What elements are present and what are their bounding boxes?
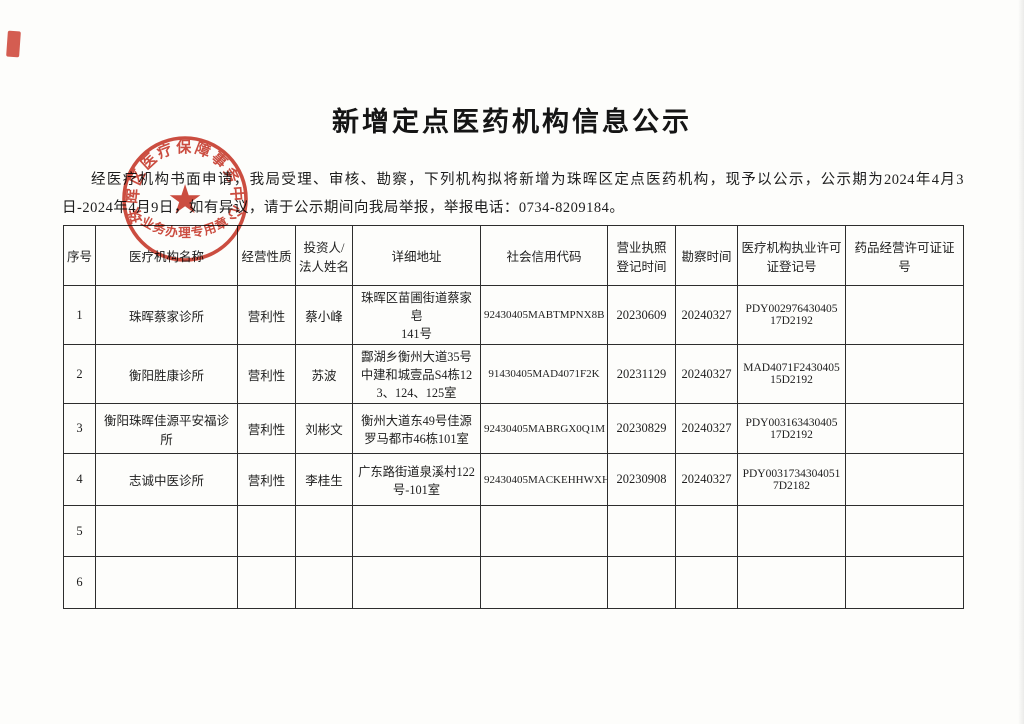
- license-reg-time: [607, 556, 676, 609]
- drug-license-no: [845, 285, 964, 345]
- table-header-row: 序号 医疗机构名称 经营性质 投资人/法人姓名 详细地址 社会信用代码 营业执照…: [63, 225, 964, 286]
- scan-edge-shadow: [1018, 0, 1024, 724]
- address: 珠晖区苗圃街道蔡家皂 141号: [352, 285, 481, 345]
- credit-code: [480, 505, 608, 557]
- credit-code: 92430405MABRGX0Q1M: [480, 403, 608, 454]
- header-survey-time: 勘察时间: [675, 225, 738, 286]
- survey-time: 20240327: [675, 453, 738, 506]
- header-institution-name: 医疗机构名称: [95, 225, 238, 286]
- drug-license-no: [845, 403, 964, 454]
- license-reg-time: 20231129: [607, 344, 676, 404]
- table-row: 3 衡阳珠晖佳源平安福诊所 营利性 刘彬文 衡州大道东49号佳源罗马都市46栋1…: [63, 403, 964, 454]
- survey-time: 20240327: [675, 285, 738, 345]
- institution-name: 衡阳珠晖佳源平安福诊所: [95, 403, 238, 454]
- license-reg-time: 20230908: [607, 453, 676, 506]
- credit-code: 92430405MACKEHHWXH: [480, 453, 608, 506]
- institution-name: 衡阳胜康诊所: [95, 344, 238, 404]
- drug-license-no: [845, 505, 964, 557]
- table-row: 6: [63, 556, 964, 609]
- survey-time: [675, 556, 738, 609]
- business-nature: 营利性: [237, 285, 296, 345]
- header-medical-license-no: 医疗机构执业许可证登记号: [737, 225, 846, 286]
- license-reg-time: 20230829: [607, 403, 676, 454]
- header-license-reg-time: 营业执照登记时间: [607, 225, 676, 286]
- medical-license-no: PDY002976430405 17D2192: [737, 285, 846, 345]
- table-row: 4 志诚中医诊所 营利性 李桂生 广东路街道泉溪村122号-101室 92430…: [63, 453, 964, 506]
- row-index: 6: [63, 556, 96, 609]
- investor-name: 苏波: [295, 344, 353, 404]
- institution-name: 志诚中医诊所: [95, 453, 238, 506]
- table-row: 2 衡阳胜康诊所 营利性 苏波 酃湖乡衡州大道35号中建和城壹品S4栋123、1…: [63, 344, 964, 404]
- medical-license-no: [737, 556, 846, 609]
- medical-license-no: PDY0031734304051 7D2182: [737, 453, 846, 506]
- row-index: 2: [63, 344, 96, 404]
- address: 酃湖乡衡州大道35号中建和城壹品S4栋123、124、125室: [352, 344, 481, 404]
- address: 广东路街道泉溪村122号-101室: [352, 453, 481, 506]
- row-index: 3: [63, 403, 96, 454]
- medical-license-no: [737, 505, 846, 557]
- header-index: 序号: [63, 225, 96, 286]
- address: 衡州大道东49号佳源罗马都市46栋101室: [352, 403, 481, 454]
- investor-name: [295, 505, 353, 557]
- address: [352, 556, 481, 609]
- credit-code: [480, 556, 608, 609]
- address: [352, 505, 481, 557]
- institution-name: 珠晖蔡家诊所: [95, 285, 238, 345]
- institution-name: [95, 505, 238, 557]
- survey-time: 20240327: [675, 344, 738, 404]
- drug-license-no: [845, 556, 964, 609]
- row-index: 4: [63, 453, 96, 506]
- survey-time: 20240327: [675, 403, 738, 454]
- business-nature: 营利性: [237, 453, 296, 506]
- license-reg-time: 20230609: [607, 285, 676, 345]
- drug-license-no: [845, 453, 964, 506]
- header-address: 详细地址: [352, 225, 481, 286]
- page-title: 新增定点医药机构信息公示: [332, 107, 692, 137]
- institutions-table: 序号 医疗机构名称 经营性质 投资人/法人姓名 详细地址 社会信用代码 营业执照…: [63, 225, 964, 609]
- investor-name: 刘彬文: [295, 403, 353, 454]
- investor-name: [295, 556, 353, 609]
- red-corner-stamp-fragment: [6, 30, 21, 58]
- header-credit-code: 社会信用代码: [480, 225, 608, 286]
- row-index: 1: [63, 285, 96, 345]
- credit-code: 91430405MAD4071F2K: [480, 344, 608, 404]
- institution-name: [95, 556, 238, 609]
- survey-time: [675, 505, 738, 557]
- drug-license-no: [845, 344, 964, 404]
- notice-paragraph: 经医疗机构书面申请，我局受理、审核、勘察，下列机构拟将新增为珠晖区定点医药机构，…: [62, 172, 964, 217]
- header-investor-name: 投资人/法人姓名: [295, 225, 353, 286]
- header-drug-license-no: 药品经营许可证证号: [845, 225, 964, 286]
- investor-name: 李桂生: [295, 453, 353, 506]
- header-business-nature: 经营性质: [237, 225, 296, 286]
- business-nature: [237, 505, 296, 557]
- business-nature: [237, 556, 296, 609]
- table-row: 5: [63, 505, 964, 557]
- medical-license-no: PDY003163430405 17D2192: [737, 403, 846, 454]
- business-nature: 营利性: [237, 344, 296, 404]
- license-reg-time: [607, 505, 676, 557]
- row-index: 5: [63, 505, 96, 557]
- investor-name: 蔡小峰: [295, 285, 353, 345]
- medical-license-no: MAD4071F2430405 15D2192: [737, 344, 846, 404]
- business-nature: 营利性: [237, 403, 296, 454]
- table-row: 1 珠晖蔡家诊所 营利性 蔡小峰 珠晖区苗圃街道蔡家皂 141号 9243040…: [63, 285, 964, 345]
- credit-code: 92430405MABTMPNX8B: [480, 285, 608, 345]
